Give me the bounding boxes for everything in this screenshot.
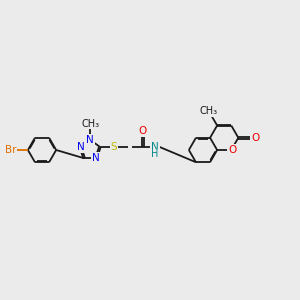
- Text: CH₃: CH₃: [200, 106, 218, 116]
- Text: CH₃: CH₃: [81, 119, 99, 129]
- Text: O: O: [139, 126, 147, 136]
- Text: N: N: [76, 142, 84, 152]
- Text: S: S: [111, 142, 117, 152]
- Text: O: O: [228, 145, 236, 155]
- Text: N: N: [151, 142, 159, 152]
- Text: N: N: [92, 153, 100, 163]
- Text: N: N: [86, 135, 94, 145]
- Text: Br: Br: [5, 145, 16, 155]
- Text: H: H: [151, 149, 159, 159]
- Text: O: O: [251, 133, 259, 143]
